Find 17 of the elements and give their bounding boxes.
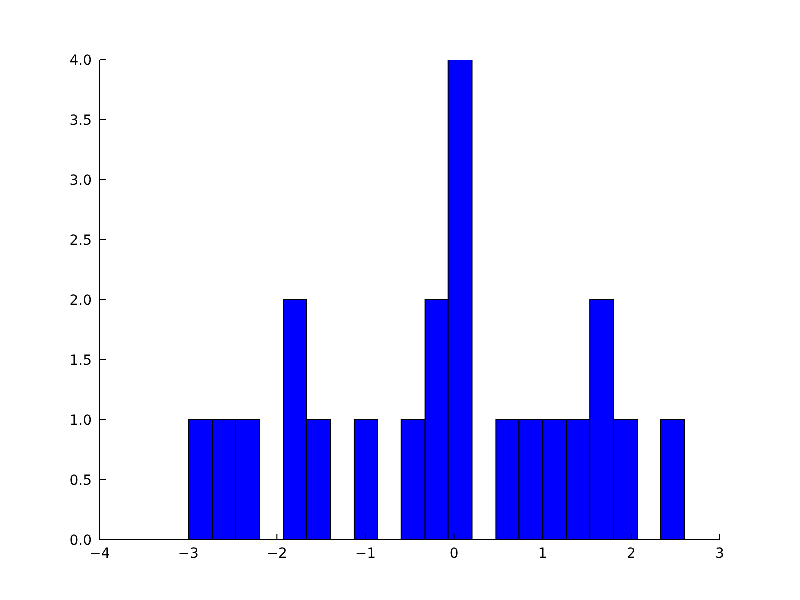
y-tick-label: 1.5: [70, 352, 92, 369]
x-tick-label: −2: [266, 546, 288, 562]
y-tick-label: 0.0: [70, 532, 92, 549]
x-tick-label: 2: [626, 546, 636, 562]
y-tick-label: 2.0: [70, 292, 92, 309]
y-tick-label: 3.5: [70, 112, 92, 129]
y-tick-label: 0.5: [70, 472, 92, 489]
y-tick-label: 1.0: [70, 412, 92, 429]
x-tick-label: 1: [538, 546, 548, 562]
x-tick-label: −4: [90, 546, 110, 562]
x-tick-label: 0: [450, 546, 459, 562]
x-tick-label: −1: [355, 546, 376, 562]
x-tick-label: 3: [716, 546, 724, 562]
x-tick-label: −3: [178, 546, 199, 562]
y-tick-label: 2.5: [70, 232, 92, 249]
y-tick-label: 3.0: [70, 172, 92, 189]
y-tick-label: 4.0: [70, 52, 92, 69]
